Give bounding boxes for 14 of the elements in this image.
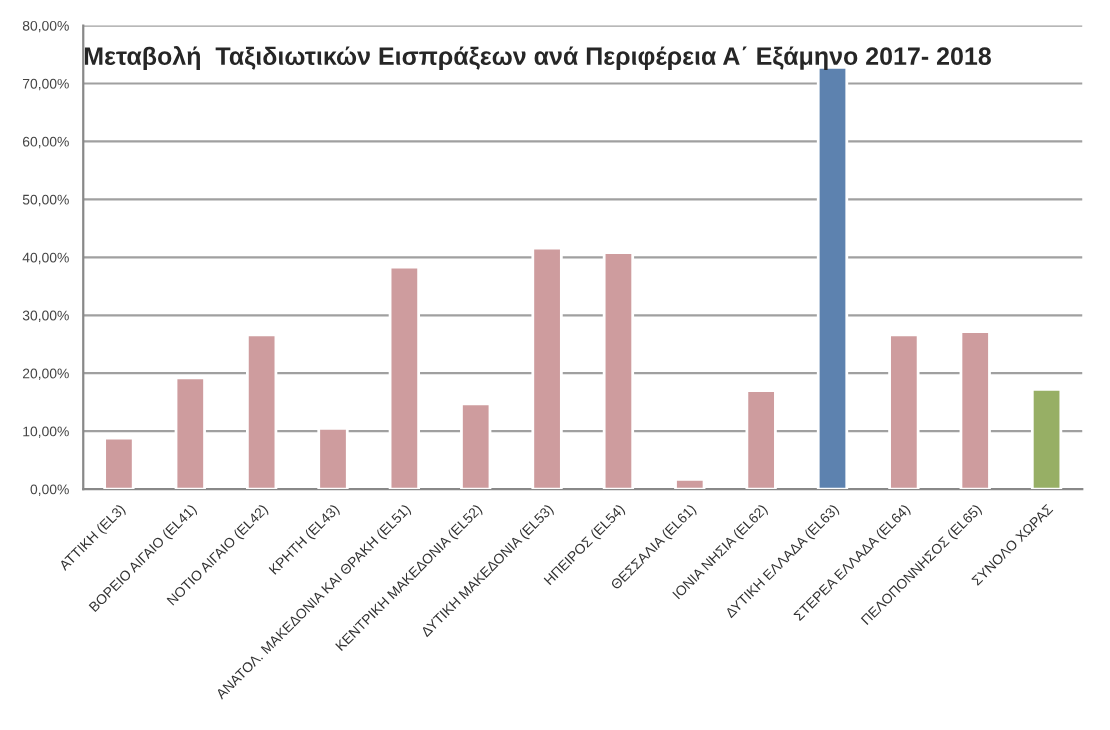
- bar: [745, 389, 777, 490]
- bar: [174, 376, 206, 490]
- bar: [674, 477, 706, 490]
- bar: [959, 330, 991, 490]
- bar: [103, 436, 135, 490]
- bar: [317, 426, 349, 490]
- bar: [602, 251, 635, 490]
- text: Μεταβολή Ταξιδιωτικών Εισπράξεων ανά Περιφέρεια Α΄ Εξάμηνο 2017- 2018: [84, 46, 991, 70]
- bar: [888, 333, 920, 490]
- bar: [531, 246, 563, 490]
- bar: [245, 333, 278, 490]
- bar: [388, 265, 421, 490]
- bar: [1030, 388, 1063, 490]
- bar: [460, 402, 492, 490]
